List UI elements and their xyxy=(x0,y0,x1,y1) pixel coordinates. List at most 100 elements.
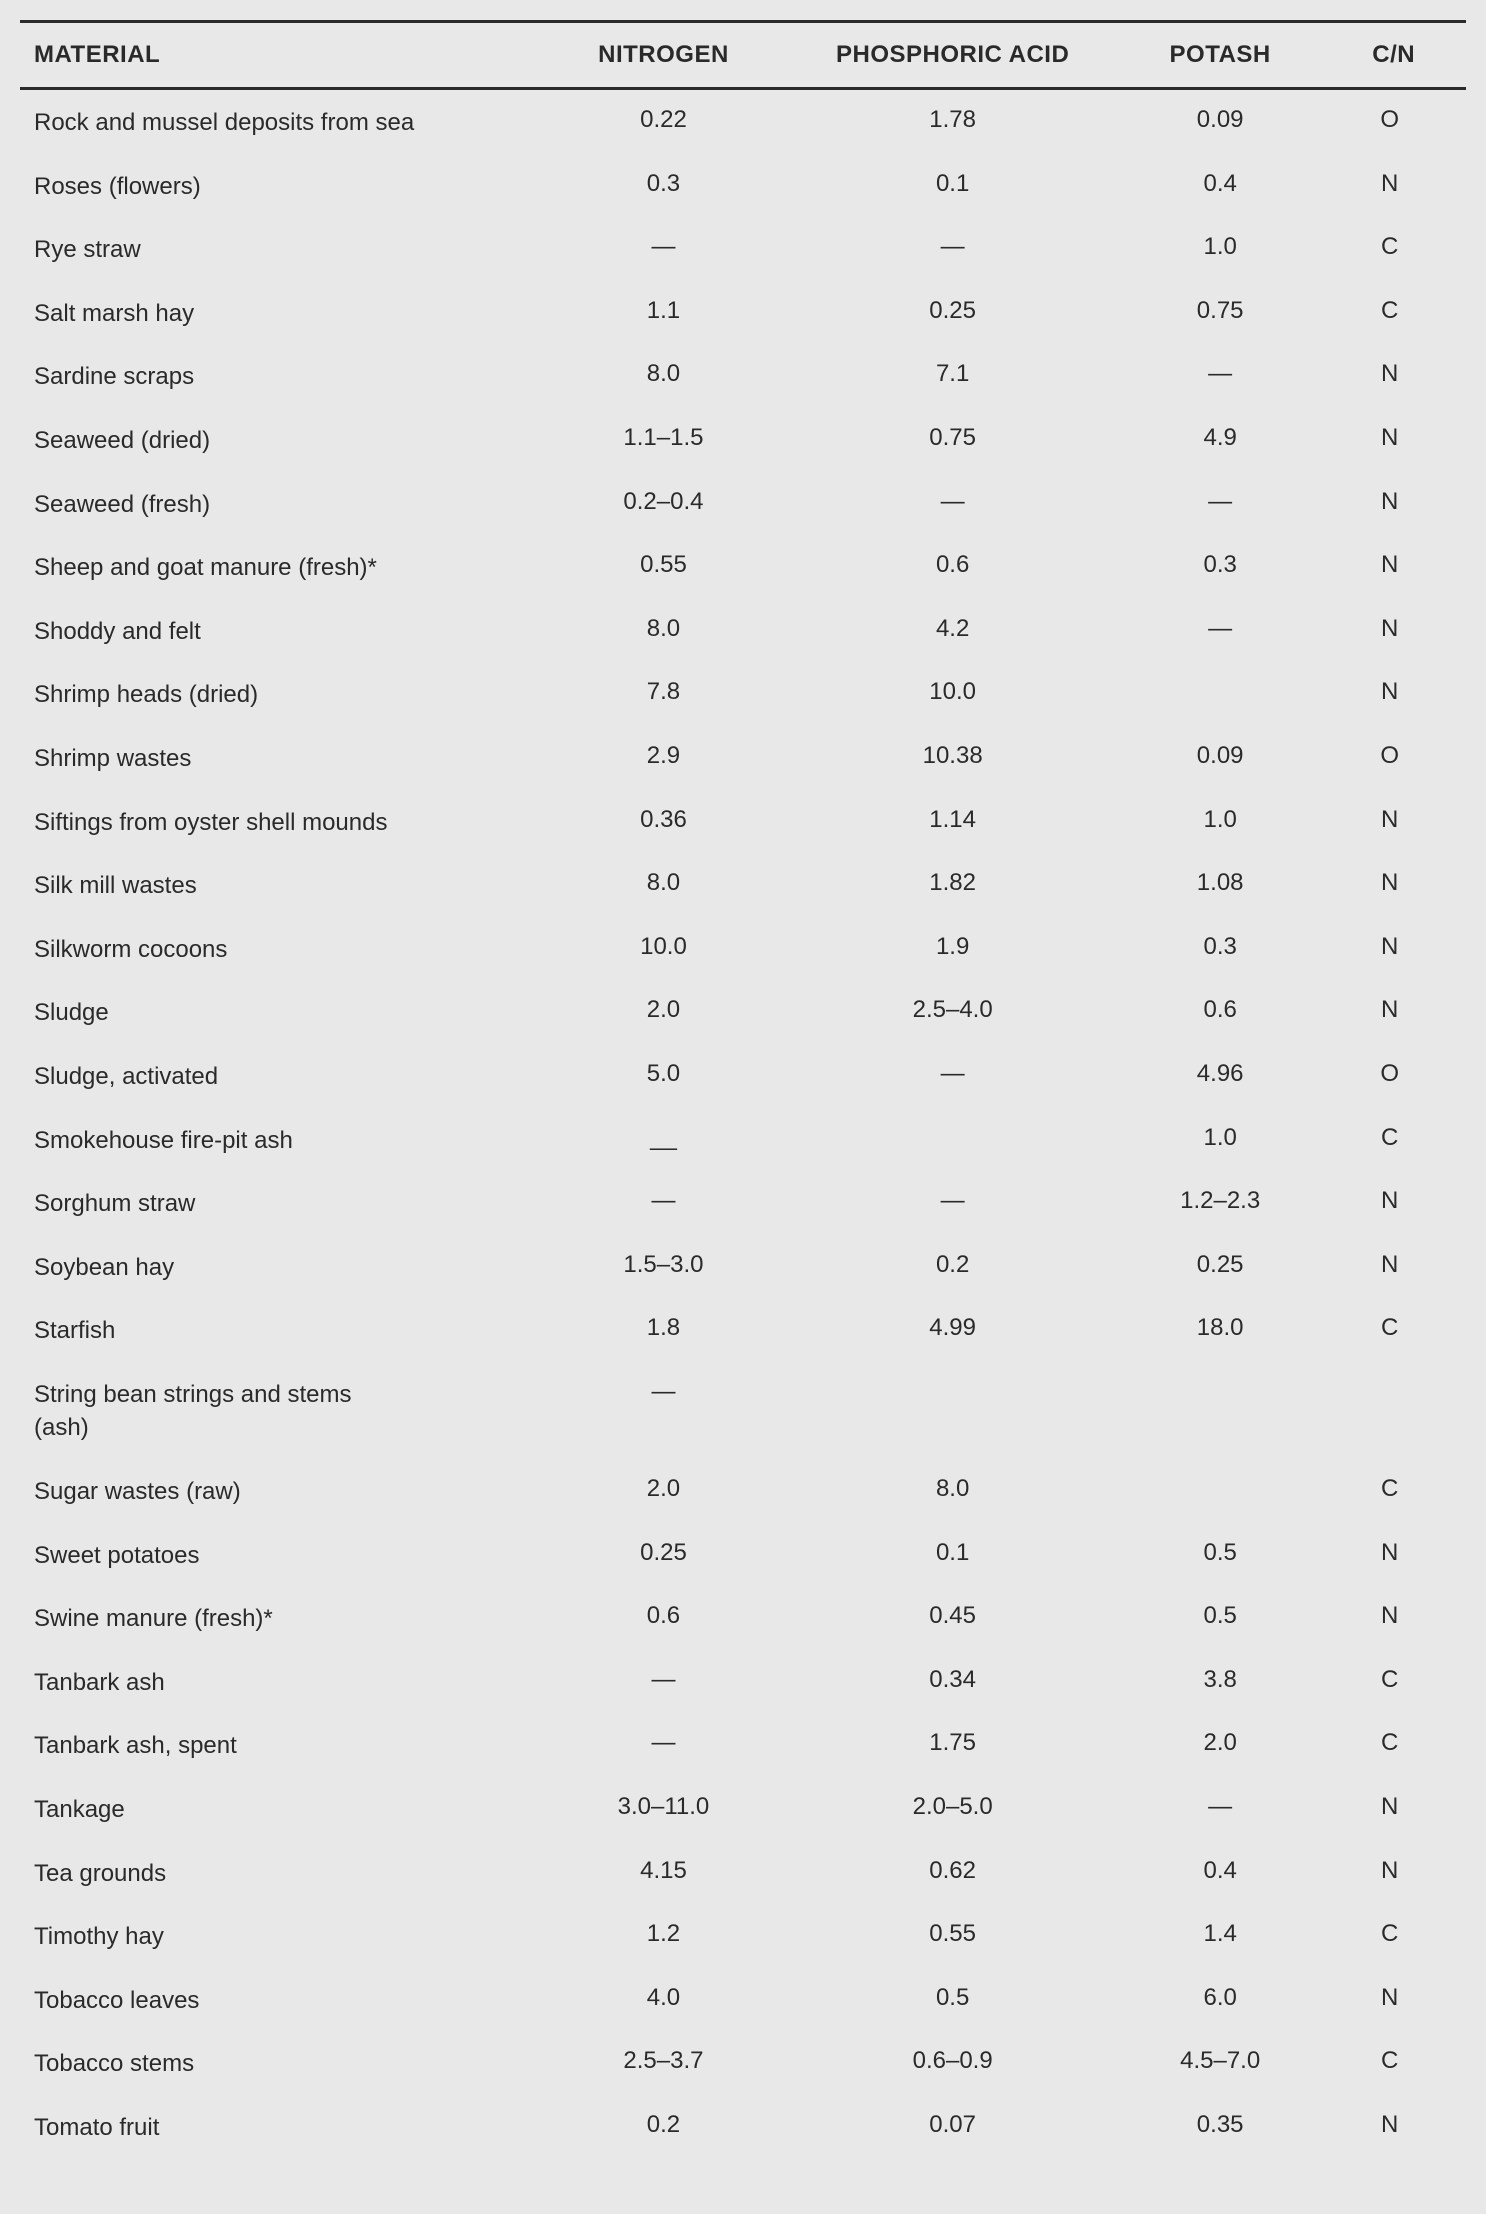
table-row: Swine manure (fresh)*0.60.450.5N xyxy=(20,1586,1466,1650)
potash-cell: 0.4 xyxy=(1119,1841,1321,1905)
material-cell: Roses (flowers) xyxy=(20,154,541,218)
material-cell: Rye straw xyxy=(20,217,541,281)
cn-cell: N xyxy=(1321,1171,1466,1235)
column-header-nitrogen: NITROGEN xyxy=(541,22,787,89)
table-row: Rock and mussel deposits from sea0.221.7… xyxy=(20,89,1466,154)
table-row: Shrimp heads (dried)7.810.0N xyxy=(20,662,1466,726)
phosphoric-cell: 0.45 xyxy=(786,1586,1119,1650)
table-row: Tankage3.0–11.02.0–5.0—N xyxy=(20,1777,1466,1841)
nitrogen-cell: — xyxy=(541,1362,787,1459)
header-row: MATERIAL NITROGEN PHOSPHORIC ACID POTASH… xyxy=(20,22,1466,89)
cn-cell: C xyxy=(1321,217,1466,281)
phosphoric-cell: 0.6 xyxy=(786,535,1119,599)
nitrogen-cell: 0.22 xyxy=(541,89,787,154)
nitrogen-cell: 3.0–11.0 xyxy=(541,1777,787,1841)
phosphoric-cell: 0.34 xyxy=(786,1650,1119,1714)
cn-cell: N xyxy=(1321,344,1466,408)
cn-cell: C xyxy=(1321,1904,1466,1968)
cn-cell: C xyxy=(1321,1459,1466,1523)
nitrogen-cell: 7.8 xyxy=(541,662,787,726)
cn-cell: N xyxy=(1321,1523,1466,1587)
table-row: Rye straw——1.0C xyxy=(20,217,1466,281)
nitrogen-cell: 4.0 xyxy=(541,1968,787,2032)
phosphoric-cell xyxy=(786,1362,1119,1459)
material-cell: Tobacco leaves xyxy=(20,1968,541,2032)
potash-cell: 1.0 xyxy=(1119,1108,1321,1172)
phosphoric-cell: 10.0 xyxy=(786,662,1119,726)
cn-cell: N xyxy=(1321,599,1466,663)
table-row: Shrimp wastes2.910.380.09O xyxy=(20,726,1466,790)
nutrient-table-container: MATERIAL NITROGEN PHOSPHORIC ACID POTASH… xyxy=(20,20,1466,2159)
nitrogen-cell: — xyxy=(541,1171,787,1235)
nitrogen-cell: 0.55 xyxy=(541,535,787,599)
table-row: Seaweed (fresh)0.2–0.4——N xyxy=(20,472,1466,536)
cn-cell: N xyxy=(1321,1968,1466,2032)
cn-cell: N xyxy=(1321,408,1466,472)
phosphoric-cell: 0.5 xyxy=(786,1968,1119,2032)
potash-cell: 3.8 xyxy=(1119,1650,1321,1714)
table-row: Seaweed (dried)1.1–1.50.754.9N xyxy=(20,408,1466,472)
potash-cell: — xyxy=(1119,344,1321,408)
phosphoric-cell: 0.55 xyxy=(786,1904,1119,1968)
material-cell: Tanbark ash, spent xyxy=(20,1713,541,1777)
cn-cell: N xyxy=(1321,1777,1466,1841)
phosphoric-cell: 2.5–4.0 xyxy=(786,980,1119,1044)
potash-cell: 2.0 xyxy=(1119,1713,1321,1777)
table-header: MATERIAL NITROGEN PHOSPHORIC ACID POTASH… xyxy=(20,22,1466,89)
table-row: Soybean hay1.5–3.00.20.25N xyxy=(20,1235,1466,1299)
cn-cell: N xyxy=(1321,980,1466,1044)
phosphoric-cell: 1.82 xyxy=(786,853,1119,917)
cn-cell: N xyxy=(1321,472,1466,536)
nitrogen-cell: 0.6 xyxy=(541,1586,787,1650)
phosphoric-cell: 1.14 xyxy=(786,790,1119,854)
cn-cell: N xyxy=(1321,2095,1466,2159)
potash-cell: 1.0 xyxy=(1119,790,1321,854)
phosphoric-cell: 1.75 xyxy=(786,1713,1119,1777)
phosphoric-cell: 8.0 xyxy=(786,1459,1119,1523)
material-cell: String bean strings and stems (ash) xyxy=(20,1362,541,1459)
phosphoric-cell: 10.38 xyxy=(786,726,1119,790)
material-cell: Silkworm cocoons xyxy=(20,917,541,981)
material-cell: Sardine scraps xyxy=(20,344,541,408)
material-cell: Sludge xyxy=(20,980,541,1044)
column-header-phosphoric: PHOSPHORIC ACID xyxy=(786,22,1119,89)
phosphoric-cell: 0.1 xyxy=(786,154,1119,218)
table-row: Tomato fruit0.20.070.35N xyxy=(20,2095,1466,2159)
phosphoric-cell: — xyxy=(786,1044,1119,1108)
table-row: Tobacco leaves4.00.56.0N xyxy=(20,1968,1466,2032)
potash-cell: 1.0 xyxy=(1119,217,1321,281)
table-row: Roses (flowers)0.30.10.4N xyxy=(20,154,1466,218)
nitrogen-cell: 0.2–0.4 xyxy=(541,472,787,536)
table-row: Sugar wastes (raw)2.08.0C xyxy=(20,1459,1466,1523)
material-cell: Starfish xyxy=(20,1298,541,1362)
potash-cell: 18.0 xyxy=(1119,1298,1321,1362)
potash-cell: 0.09 xyxy=(1119,726,1321,790)
potash-cell: 6.0 xyxy=(1119,1968,1321,2032)
table-row: Sheep and goat manure (fresh)*0.550.60.3… xyxy=(20,535,1466,599)
table-row: Tea grounds4.150.620.4N xyxy=(20,1841,1466,1905)
table-row: Silkworm cocoons10.01.90.3N xyxy=(20,917,1466,981)
cn-cell: N xyxy=(1321,535,1466,599)
potash-cell: 0.75 xyxy=(1119,281,1321,345)
table-row: Tobacco stems2.5–3.70.6–0.94.5–7.0C xyxy=(20,2031,1466,2095)
cn-cell: N xyxy=(1321,662,1466,726)
potash-cell: 1.4 xyxy=(1119,1904,1321,1968)
potash-cell: — xyxy=(1119,599,1321,663)
material-cell: Sweet potatoes xyxy=(20,1523,541,1587)
potash-cell: 0.6 xyxy=(1119,980,1321,1044)
nitrogen-cell: 8.0 xyxy=(541,344,787,408)
material-cell: Sugar wastes (raw) xyxy=(20,1459,541,1523)
nitrogen-cell: — xyxy=(541,1713,787,1777)
table-row: Sweet potatoes0.250.10.5N xyxy=(20,1523,1466,1587)
cn-cell: O xyxy=(1321,89,1466,154)
potash-cell xyxy=(1119,1362,1321,1459)
table-body: Rock and mussel deposits from sea0.221.7… xyxy=(20,89,1466,2159)
cn-cell: N xyxy=(1321,790,1466,854)
nitrogen-cell: 0.3 xyxy=(541,154,787,218)
nitrogen-cell: __ xyxy=(541,1108,787,1172)
column-header-potash: POTASH xyxy=(1119,22,1321,89)
material-cell: Timothy hay xyxy=(20,1904,541,1968)
material-cell: Swine manure (fresh)* xyxy=(20,1586,541,1650)
phosphoric-cell: — xyxy=(786,217,1119,281)
nitrogen-cell: 1.1 xyxy=(541,281,787,345)
